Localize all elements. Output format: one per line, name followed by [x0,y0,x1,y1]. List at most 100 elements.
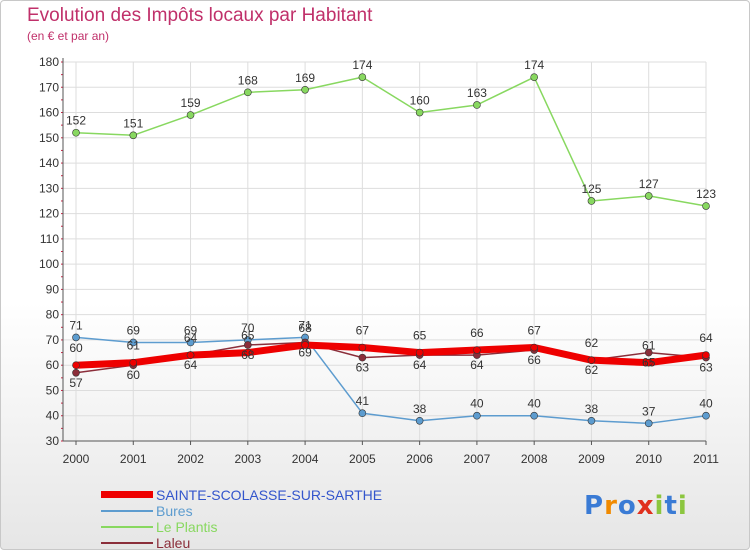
data-label-le-plantis-2006: 160 [410,94,430,108]
data-label-bures-2008: 40 [528,397,542,411]
data-label-le-plantis-2005: 174 [352,58,372,72]
x-tick-label-2008: 2008 [521,452,548,466]
chart-title: Evolution des Impôts locaux par Habitant [27,5,373,26]
point-bures-2010 [644,419,653,428]
point-le-plantis-2008 [530,73,538,81]
data-label-le-plantis-2003: 168 [238,73,258,87]
data-label-laleu-2010: 65 [642,356,656,370]
data-label-sainte-scolasse-sur-sarthe-2002: 64 [184,331,198,345]
logo-letter: P [584,491,605,521]
point-sainte-scolasse-sur-sarthe-2003 [244,348,252,357]
data-label-sainte-scolasse-sur-sarthe-2011: 64 [699,331,713,345]
data-label-laleu-2011: 63 [699,361,713,375]
data-label-laleu-2001: 60 [127,368,141,382]
data-label-laleu-2005: 63 [356,361,370,375]
series-line-le-plantis [75,76,707,207]
data-label-bures-2009: 38 [585,402,599,416]
point-bures-2011 [702,411,710,420]
data-label-bures-2005: 41 [356,394,370,408]
point-bures-2008 [530,411,538,420]
chart-subtitle: (en € et par an) [27,29,110,43]
data-label-laleu-2007: 64 [470,358,484,372]
legend-label-laleu: Laleu [156,535,191,550]
y-tick-label-150: 150 [39,131,59,145]
legend-label-sainte-scolasse-sur-sarthe: SAINTE-SCOLASSE-SUR-SARTHE [156,487,383,503]
point-sainte-scolasse-sur-sarthe-2006 [415,348,424,357]
y-tick-label-60: 60 [46,358,60,372]
data-label-laleu-2004: 69 [298,345,312,359]
point-sainte-scolasse-sur-sarthe-2007 [473,346,481,354]
data-label-laleu-2009: 62 [585,363,599,377]
point-le-plantis-2000 [72,128,80,137]
series-line-sainte-scolasse-sur-sarthe [72,341,710,369]
data-label-le-plantis-2011: 123 [696,187,716,201]
point-le-plantis-2003 [244,88,252,97]
data-label-bures-2002: 69 [184,323,198,337]
point-le-plantis-2005 [358,73,367,81]
point-sainte-scolasse-sur-sarthe-2001 [129,358,138,367]
data-label-le-plantis-2008: 174 [524,58,544,72]
logo-letter: r [604,491,618,521]
data-label-le-plantis-2004: 169 [295,71,315,85]
series-line-bures [75,336,707,425]
x-tick-label-2003: 2003 [234,452,261,466]
point-le-plantis-2002 [186,111,195,119]
legend-swatch-sainte-scolasse-sur-sarthe [101,491,153,498]
point-bures-2005 [358,409,367,418]
legend-swatch-laleu [101,542,153,544]
logo-letter: x [636,491,655,521]
data-label-le-plantis-2001: 151 [123,116,143,130]
data-label-bures-2010: 37 [642,404,656,418]
data-label-laleu-2008: 66 [528,353,542,367]
legend-swatch-bures [101,510,153,512]
x-tick-label-2006: 2006 [406,452,433,466]
point-le-plantis-2001 [129,131,138,140]
point-sainte-scolasse-sur-sarthe-2009 [587,356,596,364]
data-label-laleu-2000: 57 [69,376,83,390]
point-sainte-scolasse-sur-sarthe-2004 [301,341,309,349]
point-bures-2009 [587,416,596,425]
data-label-le-plantis-2000: 152 [66,114,86,128]
data-label-sainte-scolasse-sur-sarthe-2004: 68 [298,321,312,335]
y-tick-label-130: 130 [39,181,59,195]
data-label-sainte-scolasse-sur-sarthe-2008: 67 [528,324,542,338]
proxiti-logo: Proxiti [584,491,688,521]
point-sainte-scolasse-sur-sarthe-2002 [186,351,195,359]
y-tick-label-90: 90 [46,282,60,296]
point-le-plantis-2010 [644,192,653,200]
logo-letter: i [654,491,665,521]
point-le-plantis-2004 [301,85,309,94]
y-tick-label-120: 120 [39,207,59,221]
point-laleu-2000 [72,368,80,377]
y-tick-label-180: 180 [39,55,59,69]
point-bures-2007 [473,411,481,420]
point-bures-2002 [186,338,195,347]
x-tick-label-2007: 2007 [464,452,491,466]
y-tick-label-50: 50 [46,383,60,397]
point-le-plantis-2007 [473,101,481,109]
x-tick-label-2005: 2005 [349,452,376,466]
data-label-bures-2003: 70 [241,321,255,335]
y-tick-label-140: 140 [39,156,59,170]
data-label-sainte-scolasse-sur-sarthe-2010: 61 [642,339,656,353]
y-tick-label-80: 80 [46,308,60,322]
point-le-plantis-2011 [702,202,710,210]
y-tick-label-160: 160 [39,106,59,120]
data-label-laleu-2003: 68 [241,348,255,362]
y-tick-label-110: 110 [40,232,59,246]
y-tick-label-170: 170 [39,80,59,94]
data-label-laleu-2002: 64 [184,358,198,372]
point-bures-2000 [72,333,80,342]
point-bures-2001 [129,338,138,347]
data-label-bures-2004: 71 [298,318,312,332]
legend-label-bures: Bures [156,503,193,519]
y-tick-label-40: 40 [46,409,60,423]
data-label-sainte-scolasse-sur-sarthe-2000: 60 [69,341,83,355]
y-tick-label-70: 70 [46,333,60,347]
data-label-le-plantis-2002: 159 [181,96,201,110]
point-sainte-scolasse-sur-sarthe-2011 [702,351,710,359]
data-label-sainte-scolasse-sur-sarthe-2001: 61 [127,339,141,353]
data-label-le-plantis-2009: 125 [581,182,601,196]
